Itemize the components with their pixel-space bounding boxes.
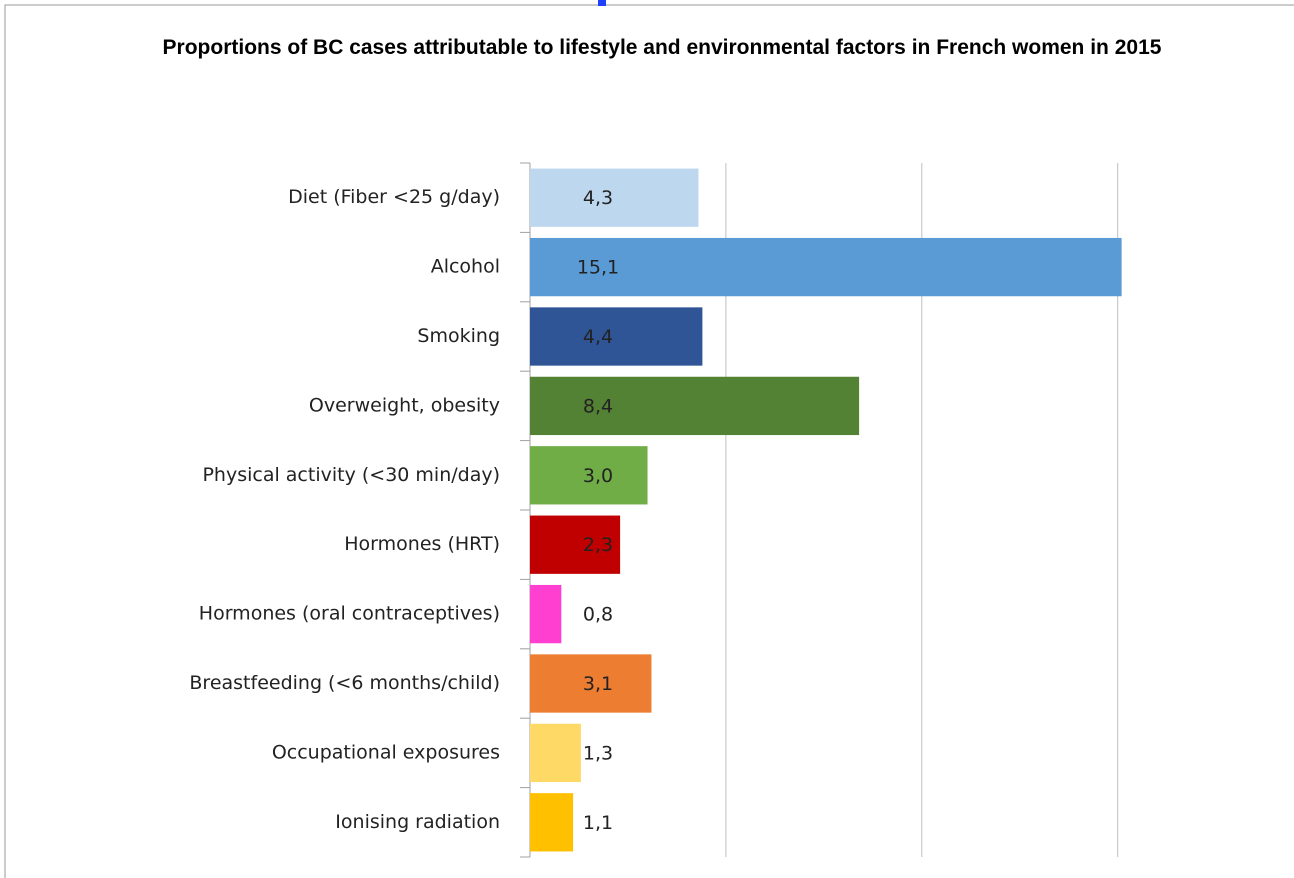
y-tick-label: Diet (Fiber <25 g/day)	[288, 186, 500, 208]
value-label: 1,1	[583, 812, 613, 834]
bar	[530, 168, 699, 227]
value-label: 1,3	[583, 742, 613, 764]
bar	[530, 584, 562, 644]
bar	[530, 376, 860, 436]
value-label: 3,1	[583, 673, 613, 695]
y-tick-label: Hormones (HRT)	[344, 533, 500, 555]
value-label: 15,1	[577, 257, 619, 279]
y-tick-label: Ionising radiation	[335, 811, 500, 833]
bar	[530, 237, 1122, 297]
y-tick-label: Hormones (oral contraceptives)	[199, 603, 500, 625]
artifact	[598, 0, 606, 6]
bar	[530, 654, 652, 713]
bar	[530, 723, 581, 783]
value-label: 0,8	[583, 604, 613, 626]
bar	[530, 446, 648, 505]
value-label: 2,3	[583, 534, 613, 556]
value-label: 3,0	[583, 465, 613, 487]
y-tick-label: Occupational exposures	[272, 741, 500, 763]
value-label: 8,4	[583, 395, 613, 417]
value-label: 4,4	[583, 326, 613, 348]
y-tick-label: Alcohol	[431, 256, 500, 278]
bar	[530, 793, 574, 852]
y-tick-label: Breastfeeding (<6 months/child)	[189, 672, 500, 694]
chart-title: Proportions of BC cases attributable to …	[162, 36, 1162, 59]
y-tick-label: Overweight, obesity	[309, 394, 500, 416]
bar	[530, 307, 703, 366]
y-tick-label: Physical activity (<30 min/day)	[202, 464, 500, 486]
bar	[530, 515, 621, 574]
value-label: 4,3	[583, 187, 613, 209]
frame	[4, 4, 1294, 878]
y-tick-label: Smoking	[417, 325, 500, 347]
